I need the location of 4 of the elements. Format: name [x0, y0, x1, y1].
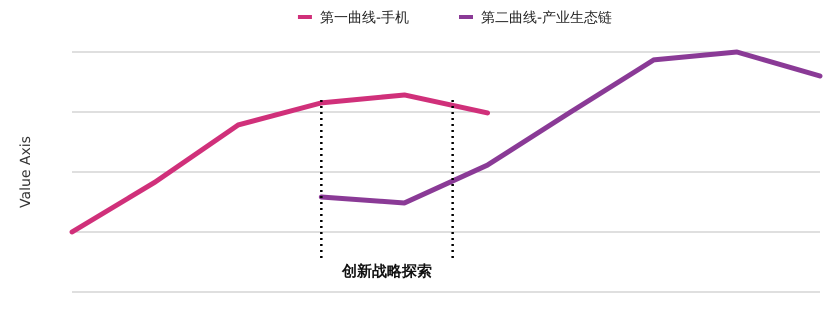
legend-label: 第一曲线-手机	[320, 10, 409, 26]
annotation: 创新战略探索	[340, 262, 432, 280]
legend-label: 第二曲线-产业生态链	[481, 10, 612, 26]
y-axis-title: Value Axis	[18, 136, 34, 208]
